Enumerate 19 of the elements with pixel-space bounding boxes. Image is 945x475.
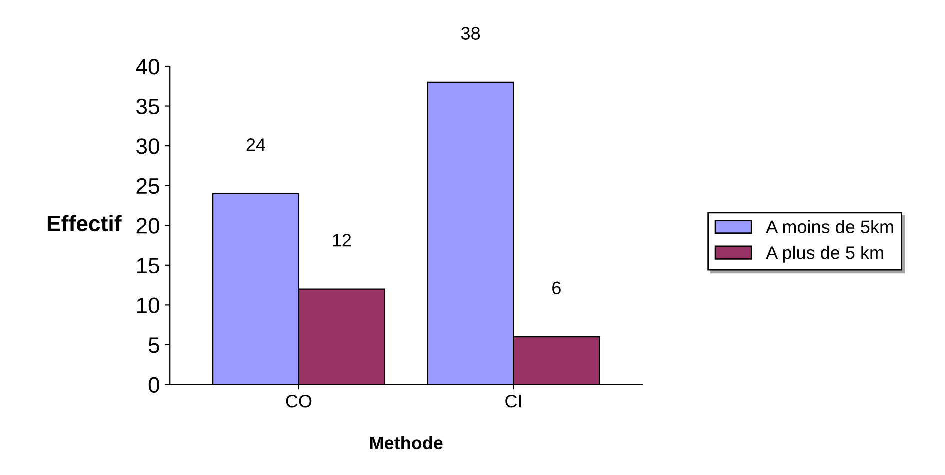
data-label: 12 (333, 234, 352, 247)
y-axis-title: Effectif (48, 215, 122, 232)
y-tick-label: 15 (137, 258, 160, 274)
data-label: 24 (246, 138, 266, 152)
y-tick-label: 30 (136, 138, 160, 154)
y-tick-label: 5 (148, 338, 160, 354)
legend-label: A moins de 5km (766, 220, 894, 234)
data-label: 6 (552, 282, 561, 295)
x-axis-title: Methode (370, 436, 443, 450)
y-tick-label: 35 (136, 98, 160, 115)
y-tick-label: 10 (137, 298, 160, 314)
y-tick-label: 0 (148, 377, 160, 394)
x-tick-label: CI (506, 394, 522, 408)
y-tick-label: 20 (136, 218, 160, 234)
y-tick-label: 25 (136, 178, 160, 194)
x-tick-label: CO (286, 394, 312, 408)
legend-label: A plus de 5 km (766, 246, 884, 263)
data-label: 38 (461, 27, 480, 40)
y-tick-label: 40 (136, 59, 160, 75)
